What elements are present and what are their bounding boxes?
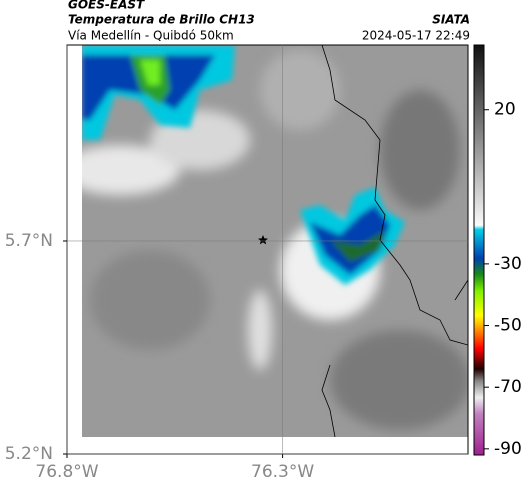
- x-tick-label: 76.8°W: [35, 462, 98, 482]
- colorbar-label: 20: [494, 100, 516, 120]
- location-marker: [258, 235, 268, 245]
- satellite-image: [82, 45, 468, 437]
- satellite: GOES-EAST: [68, 0, 145, 12]
- colorbar-label: -30: [494, 254, 522, 274]
- colorbar-label: -50: [494, 316, 522, 336]
- timestamp: 2024-05-17 22:49: [362, 29, 470, 43]
- colorbar-label: -90: [494, 439, 522, 459]
- subtitle: Vía Medellín - Quibdó 50km: [68, 29, 234, 43]
- y-tick-label: 5.2°N: [5, 444, 53, 464]
- title: Temperatura de Brillo CH13: [68, 13, 255, 27]
- colorbar: [473, 44, 485, 456]
- source: SIATA: [432, 13, 470, 27]
- colorbar-label: -70: [494, 377, 522, 397]
- y-tick-label: 5.7°N: [5, 231, 53, 251]
- x-tick-label: 76.3°W: [251, 462, 314, 482]
